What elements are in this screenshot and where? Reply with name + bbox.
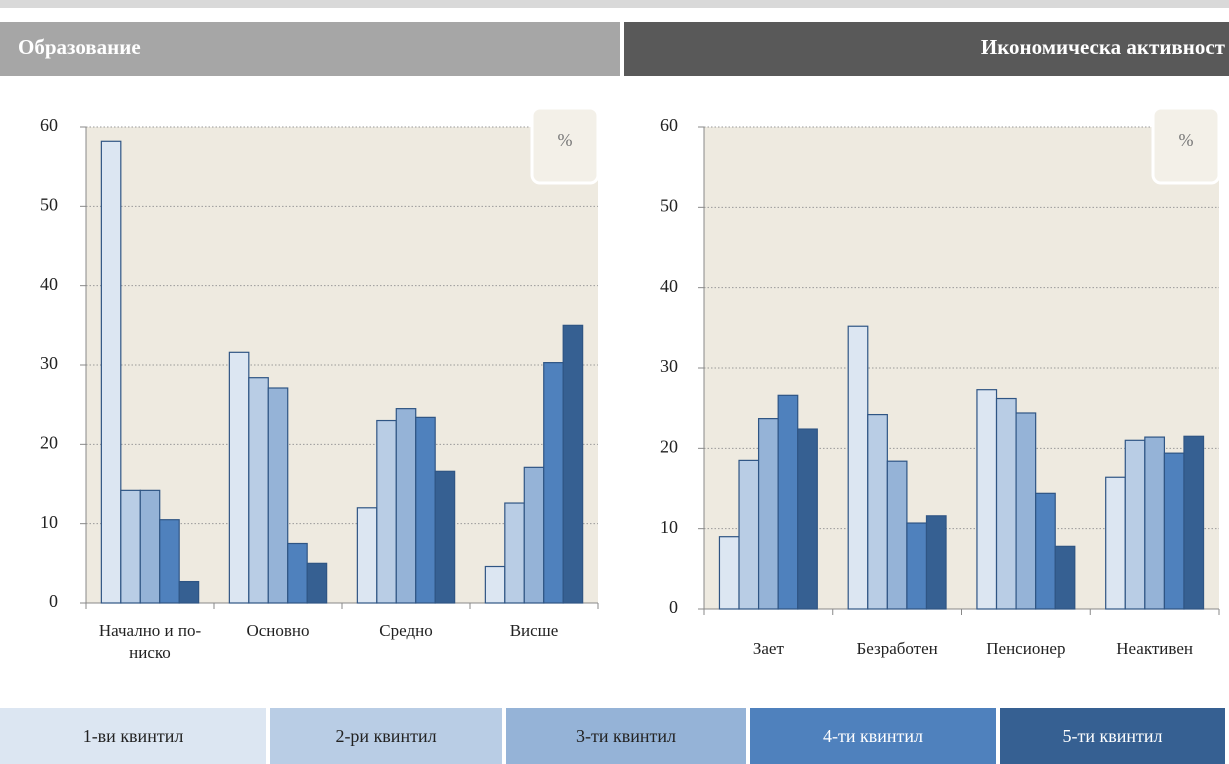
legend-entry: 1-ви квинтил [0,708,266,764]
bar [738,459,760,610]
x-tick-label: Средно [379,621,433,640]
header-bar [0,22,620,76]
y-tick-label: 40 [660,276,678,296]
bar [434,470,456,604]
x-tick-label: Висше [509,621,559,640]
x-tick-label: Основно [246,621,310,640]
chart-title: Образование [18,35,141,59]
x-tick-label: Безработен [856,639,938,658]
bar [757,418,779,610]
y-tick-label: 50 [40,194,58,214]
bar [356,507,378,604]
bar [1144,436,1166,610]
top-strip [0,0,1229,8]
bar [1054,545,1076,610]
bar [523,466,545,604]
bar [376,419,397,604]
y-tick-label: 50 [660,195,678,215]
bar [976,389,998,610]
y-tick-label: 0 [49,591,58,611]
bar [797,428,818,610]
y-tick-label: 40 [40,274,58,294]
bar [847,325,869,610]
bar [504,502,525,604]
bar [120,489,141,604]
x-tick-label: Зает [752,639,784,658]
bar [543,362,564,604]
bar [100,140,122,604]
annotation: % [558,130,573,150]
y-tick-label: 60 [40,115,58,135]
bar [484,565,506,604]
annotation-box [530,106,600,185]
bar [1163,452,1185,610]
bar [718,536,740,610]
legend-entry: 5-ти квинтил [1000,708,1225,764]
bar [287,542,308,604]
bar [1124,439,1146,610]
bar [228,351,250,604]
y-tick-label: 10 [40,512,58,532]
bar [1035,492,1056,610]
bar [178,580,200,604]
x-tick-label: Начално и по-ниско [98,621,202,662]
x-tick-label: Пенсионер [986,639,1066,658]
legend-entry: 2-ри квинтил [270,708,502,764]
y-tick-label: 10 [660,517,678,537]
bar [306,562,328,604]
y-tick-label: 30 [660,356,678,376]
y-tick-label: 30 [40,353,58,373]
bar [415,416,436,604]
bar [248,377,269,604]
y-tick-label: 0 [669,597,678,617]
bar [1105,476,1126,610]
chart-title: Икономическа активност [981,35,1226,59]
x-tick-label: Неактивен [1116,639,1193,658]
bar [1015,412,1037,610]
bar [159,519,180,604]
bar [867,413,888,610]
annotation-box [1151,106,1221,185]
bar [267,387,289,604]
bar [139,489,161,604]
legend-entry: 4-ти квинтил [750,708,996,764]
annotation: % [1179,130,1194,150]
bar [1183,435,1205,610]
bar [925,515,947,610]
bar [777,394,799,610]
legend-entry: 3-ти квинтил [506,708,746,764]
bar [395,408,417,604]
bar [906,522,928,610]
bar [995,397,1017,610]
y-tick-label: 20 [40,432,58,452]
header-bar [624,22,1229,76]
y-tick-label: 20 [660,436,678,456]
y-tick-label: 60 [660,115,678,135]
bar [886,460,908,610]
bar [562,324,584,604]
